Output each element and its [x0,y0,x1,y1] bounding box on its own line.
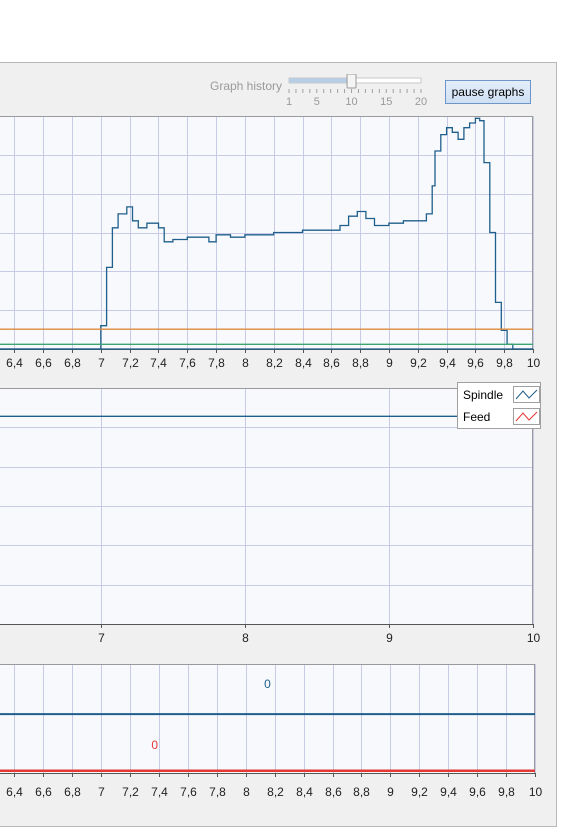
x-tick-label: 6,4 [6,356,23,370]
x-tick-label: 10 [529,785,543,799]
x-tick-label: 6,6 [35,356,52,370]
x-tick-label: 7,6 [179,356,196,370]
x-tick-label: 9 [387,785,394,799]
x-tick-label: 9,4 [439,356,456,370]
x-tick-label: 8,2 [266,356,283,370]
chart-legend: Spindle Feed [457,382,541,429]
x-tick-label: 9,4 [440,785,457,799]
x-tick-label: 8,4 [295,356,312,370]
x-tick-label: 9 [386,356,393,370]
slider-track-area [288,73,422,93]
x-tick-label: 8 [242,356,249,370]
x-tick-label: 7,8 [209,785,226,799]
x-tick-label: 7 [98,356,105,370]
slider-ticks [288,89,422,93]
x-tick-label: 9,8 [498,785,515,799]
x-tick-label: 7,8 [208,356,225,370]
series-line-series-0 [0,117,533,350]
value-annotation: 0 [264,677,271,691]
x-tick-label: 6,4 [6,785,23,799]
x-tick-label: 8,6 [323,356,340,370]
x-tick-label: 9 [386,631,393,645]
feed-override-chart: 6,4 6,6 6,8 7 7,2 7,4 7,6 7,8 8 8,2 8,4 8,6 8,8 9 9,2 9… [0,664,543,799]
x-tick-label: 8,8 [353,785,370,799]
x-tick-label: 6,8 [64,356,81,370]
x-tick-label: 8,6 [325,785,342,799]
x-tick-label: 10 [527,356,540,370]
graph-history-label: Graph history [210,79,283,93]
grid [0,388,534,624]
slider-fill [289,78,352,83]
grid [0,116,534,349]
slider-tick-label: 10 [345,96,358,108]
x-tick-label: 9,6 [469,785,486,799]
value-annotation: 0 [151,738,158,752]
legend-swatch-spindle [513,386,540,403]
slider-tick-label: 20 [414,96,428,108]
pause-graphs-button[interactable]: pause graphs [445,80,531,104]
x-tick-label: 8 [243,785,250,799]
slider-thumb[interactable] [346,73,357,89]
x-tick-label: 6,8 [64,785,81,799]
slider-tick-label: 5 [313,96,320,108]
x-tick-label: 7,4 [151,785,168,799]
x-tick-label: 9,8 [496,356,513,370]
legend-item-spindle[interactable]: Spindle [463,386,540,404]
x-tick-label: 7,2 [122,785,139,799]
spindle-load-chart: 6,4 6,6 6,8 7 7,2 7,4 7,6 7,8 8 8,2 8,4 8,6 8,8 9 9,2 9… [0,116,540,370]
legend-swatch-feed [513,408,540,425]
x-tick-label: 9,6 [467,356,484,370]
legend-label: Feed [463,410,491,424]
graph-history-slider[interactable]: 1 5 10 15 20 [285,73,429,110]
spindle-speed-chart: 7 8 9 10 [0,388,540,645]
x-tick-label: 8 [242,631,249,645]
x-tick-label: 7 [98,631,105,645]
x-tick-label: 10 [527,631,540,645]
x-tick-label: 8,8 [352,356,369,370]
legend-item-feed[interactable]: Feed [463,408,540,426]
x-tick-label: 8,2 [267,785,284,799]
x-tick-label: 6,6 [35,785,52,799]
x-tick-label: 9,2 [410,356,427,370]
plot-area [0,664,535,774]
grid [14,664,536,773]
slider-tick-label: 15 [380,96,393,108]
x-tick-label: 7,4 [150,356,167,370]
x-tick-label: 9,2 [411,785,428,799]
x-tick-label: 7 [98,785,105,799]
x-tick-label: 7,6 [180,785,197,799]
x-tick-label: 8,4 [296,785,313,799]
slider-tick-label: 1 [285,96,293,108]
legend-label: Spindle [463,388,504,402]
x-tick-label: 7,2 [122,356,139,370]
